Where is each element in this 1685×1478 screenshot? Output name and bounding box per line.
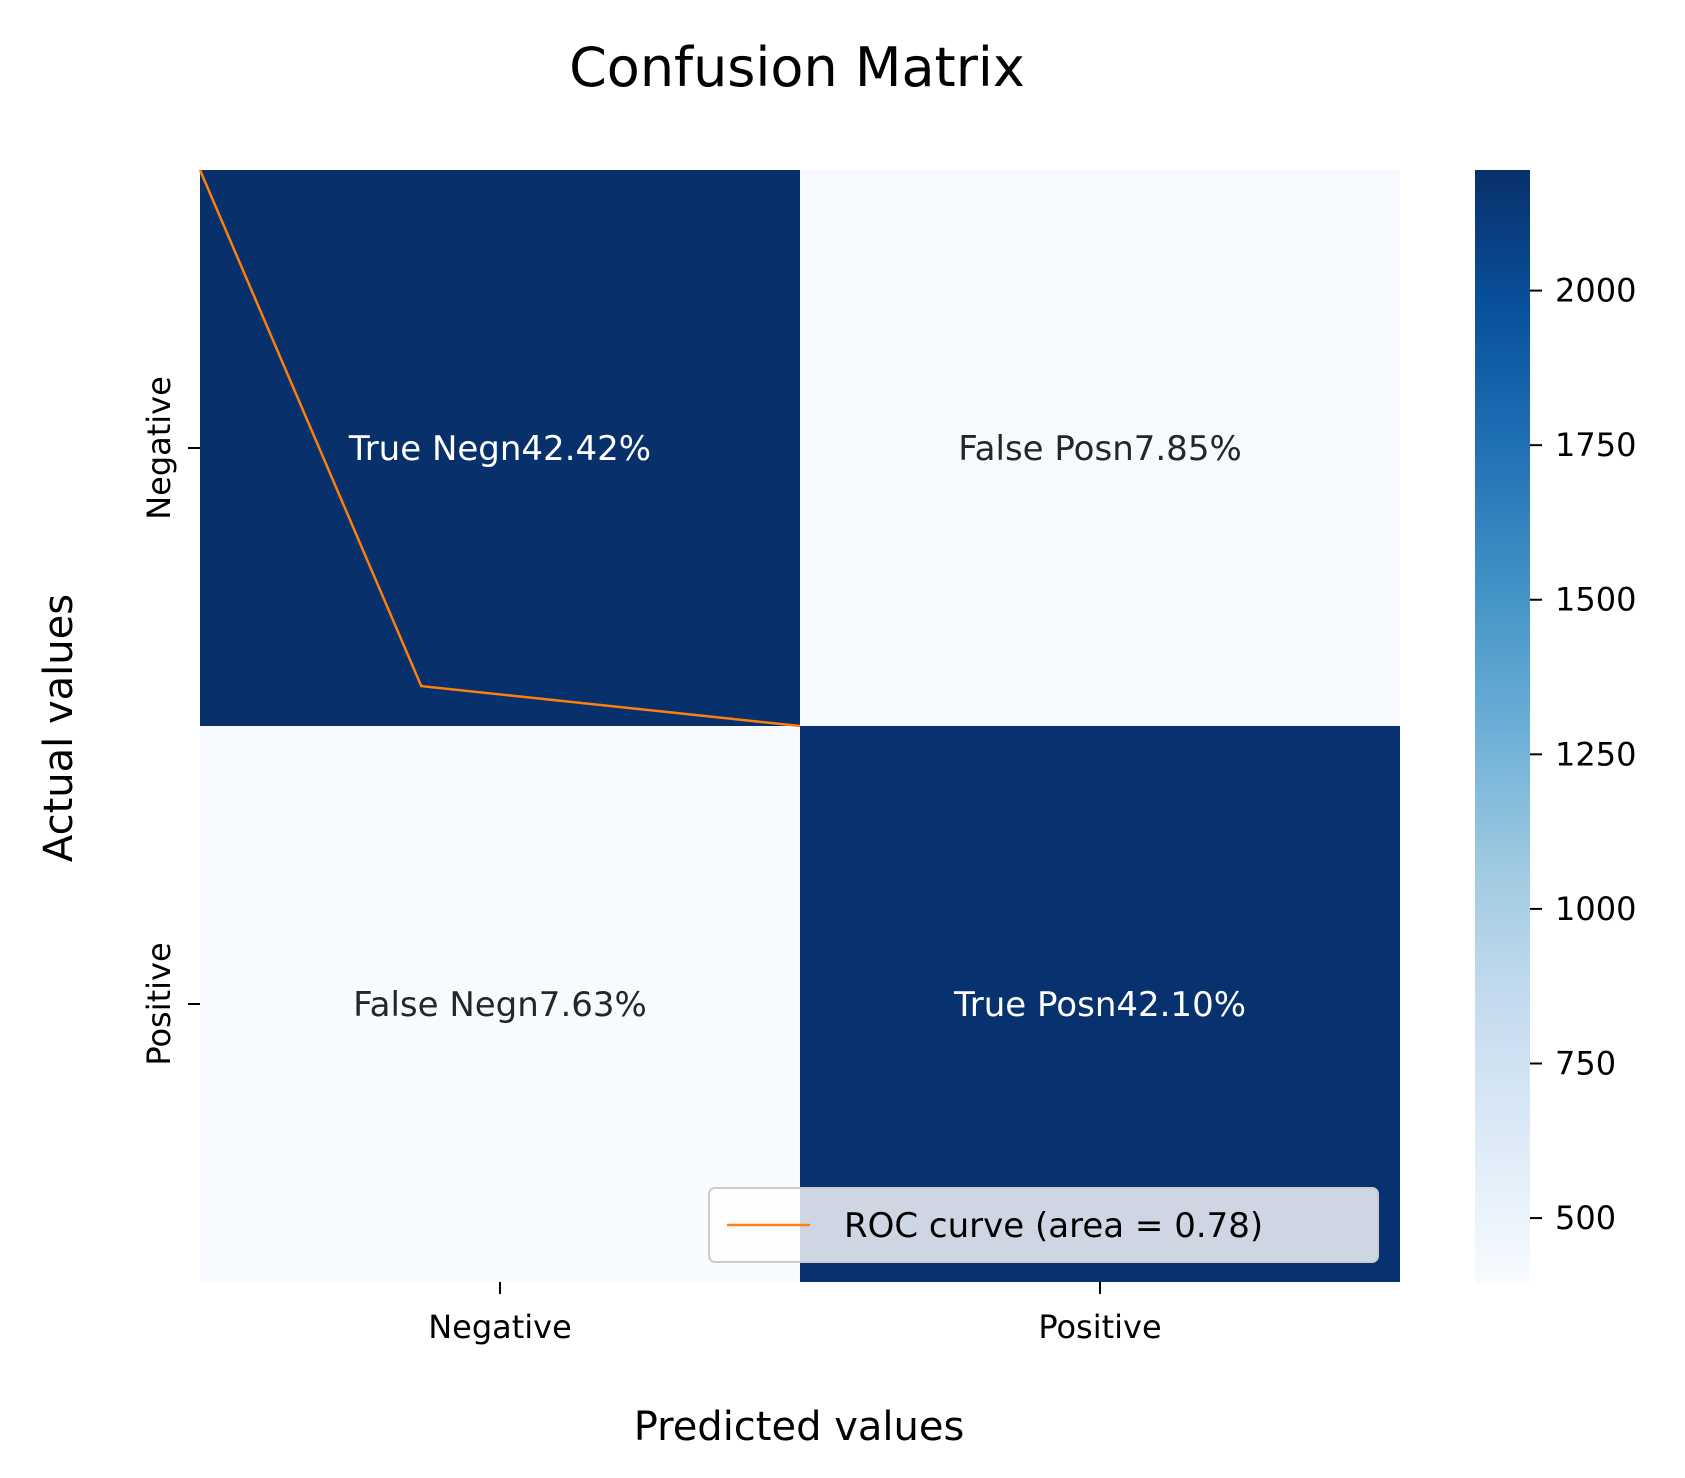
legend: ROC curve (area = 0.78): [708, 1187, 1379, 1263]
y-axis-ticks: Negative Positive: [140, 376, 200, 1066]
colorbar-tick-label: 1250: [1555, 735, 1636, 773]
y-axis-label: Actual values: [36, 594, 82, 862]
legend-box: [708, 1187, 1379, 1263]
x-axis-ticks: Negative Positive: [428, 1282, 1162, 1346]
y-tick-label: Negative: [140, 376, 178, 520]
heatmap-cell: [800, 170, 1400, 726]
heatmap-cell: [200, 170, 800, 726]
colorbar-tick-label: 1500: [1555, 581, 1636, 619]
roc-curve-line: [198, 169, 801, 728]
colorbar-tick-label: 1000: [1555, 890, 1636, 928]
legend-label: ROC curve (area = 0.78): [844, 1206, 1263, 1246]
colorbar-tick-label: 500: [1555, 1199, 1616, 1237]
x-tick-label: Positive: [1038, 1308, 1161, 1346]
x-tick-label: Negative: [428, 1308, 572, 1346]
y-tick-label: Positive: [140, 942, 178, 1065]
chart-title: Confusion Matrix: [569, 36, 1025, 99]
cell-label: True Negn42.42%: [348, 429, 651, 469]
colorbar-tick-label: 750: [1555, 1044, 1616, 1082]
colorbar-ticks: 500 750 1000 1250 1500 1750 2000: [1530, 272, 1636, 1237]
cell-labels: True Negn42.42% False Posn7.85% False Negn…: [348, 429, 1246, 1025]
colorbar-gradient: [1475, 170, 1530, 1283]
heatmap-cell: [200, 726, 800, 1282]
cell-label: False Posn7.85%: [958, 429, 1242, 469]
x-axis-label: Predicted values: [634, 1404, 965, 1450]
cell-label: False Negn7.63%: [353, 985, 647, 1025]
colorbar-tick-label: 2000: [1555, 272, 1636, 310]
colorbar: 500 750 1000 1250 1500 1750 2000: [1475, 170, 1636, 1283]
cell-label: True Posn42.10%: [953, 985, 1246, 1025]
colorbar-tick-label: 1750: [1555, 426, 1636, 464]
